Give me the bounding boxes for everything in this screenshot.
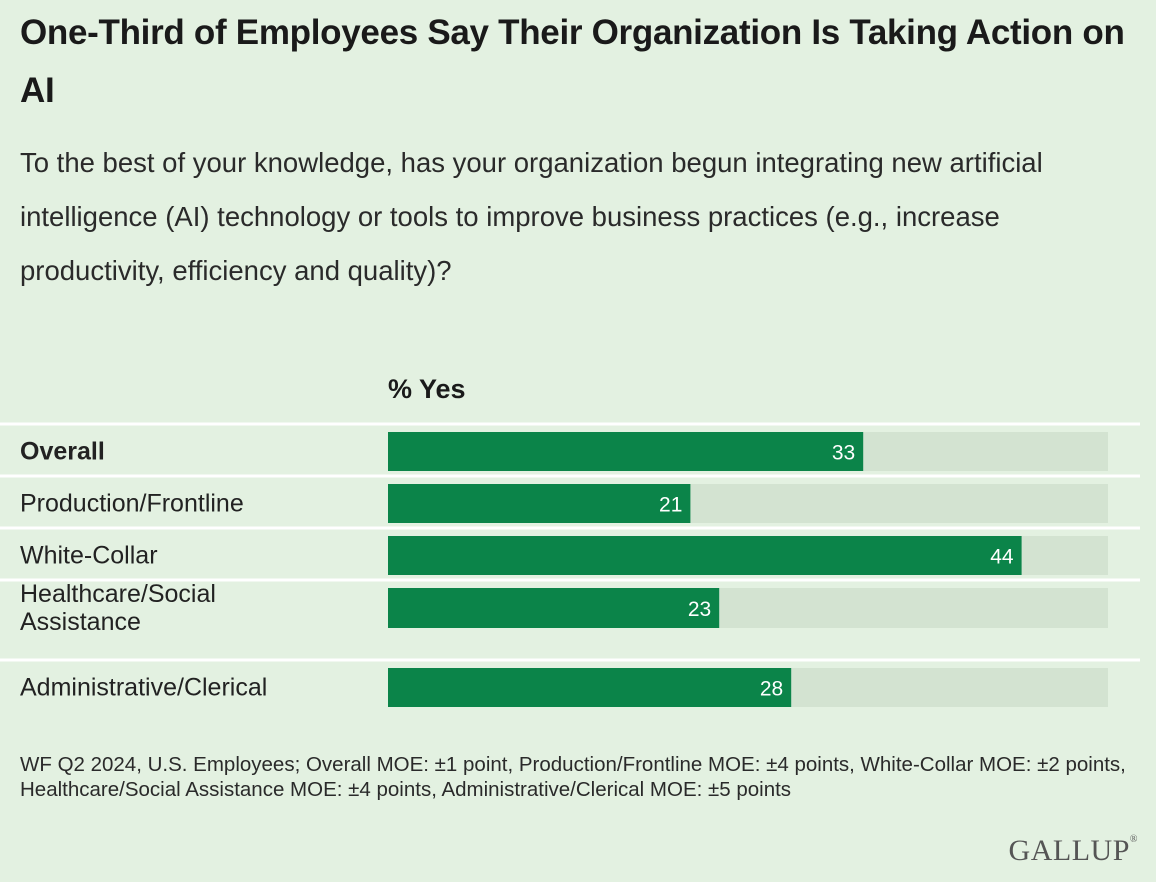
category-label: Production/Frontline	[20, 490, 244, 518]
bar	[388, 484, 691, 523]
chart-title: One-Third of Employees Say Their Organiz…	[20, 13, 1125, 110]
bar	[388, 432, 864, 471]
bar	[388, 536, 1022, 575]
bar-value-label: 23	[688, 598, 711, 621]
value-column-header: % Yes	[388, 374, 466, 404]
category-label: White-Collar	[20, 542, 158, 570]
bar-chart: 33 Overall 21 Production/Frontline 44 White-C…	[0, 422, 1140, 707]
gallup-logo: GALLUP®	[1008, 834, 1138, 867]
bar	[388, 668, 792, 707]
bar-value-label: 44	[990, 546, 1014, 569]
footnote: WF Q2 2024, U.S. Employees; Overall MOE:…	[20, 753, 1126, 801]
bar-value-label: 21	[659, 494, 682, 517]
chart-subtitle: To the best of your knowledge, has your …	[20, 147, 1043, 286]
bar	[388, 588, 720, 628]
bar-value-label: 28	[760, 678, 783, 701]
category-label: Overall	[20, 438, 105, 466]
category-label: Healthcare/Social Assistance	[20, 580, 216, 636]
bar-value-label: 33	[832, 442, 855, 465]
category-label: Administrative/Clerical	[20, 674, 267, 702]
